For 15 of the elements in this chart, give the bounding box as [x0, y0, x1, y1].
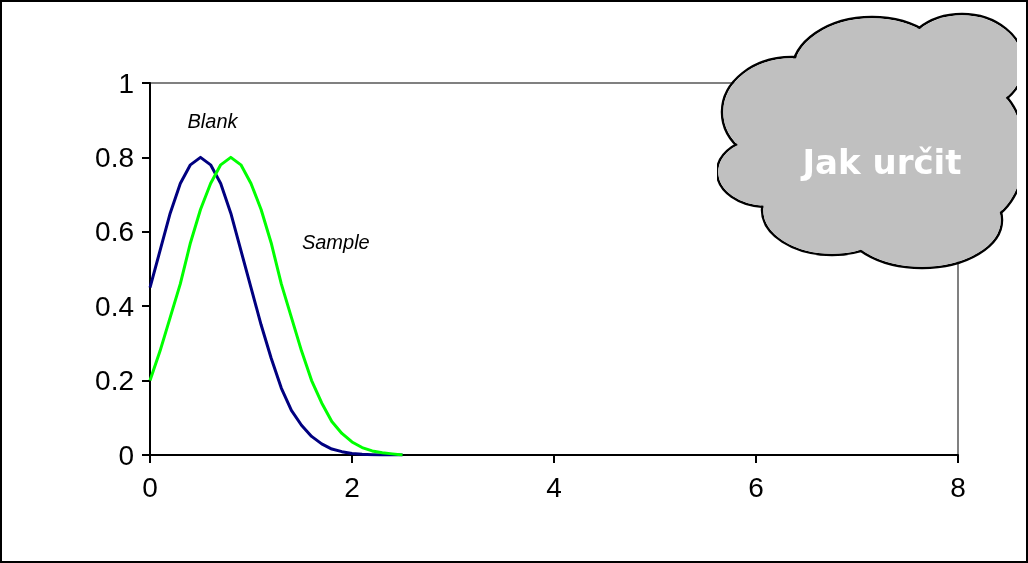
y-tick-label: 0.6 [95, 216, 134, 248]
y-tick-label: 0.2 [95, 365, 134, 397]
x-tick-label: 6 [748, 471, 764, 503]
y-tick-label: 0.4 [95, 290, 134, 322]
annotation: Jak určit [799, 142, 963, 182]
series-label: Blank [187, 110, 239, 133]
x-tick-label: 8 [950, 471, 966, 503]
x-tick-label: 4 [546, 471, 562, 503]
line-series [148, 155, 404, 457]
x-tick-label: 0 [142, 471, 158, 503]
y-tick-label: 0 [118, 439, 134, 471]
series-label: Sample [301, 231, 370, 254]
y-tick-label: 0.8 [95, 141, 134, 173]
x-tick-label: 2 [344, 471, 360, 503]
y-tick-label: 1 [118, 67, 134, 99]
